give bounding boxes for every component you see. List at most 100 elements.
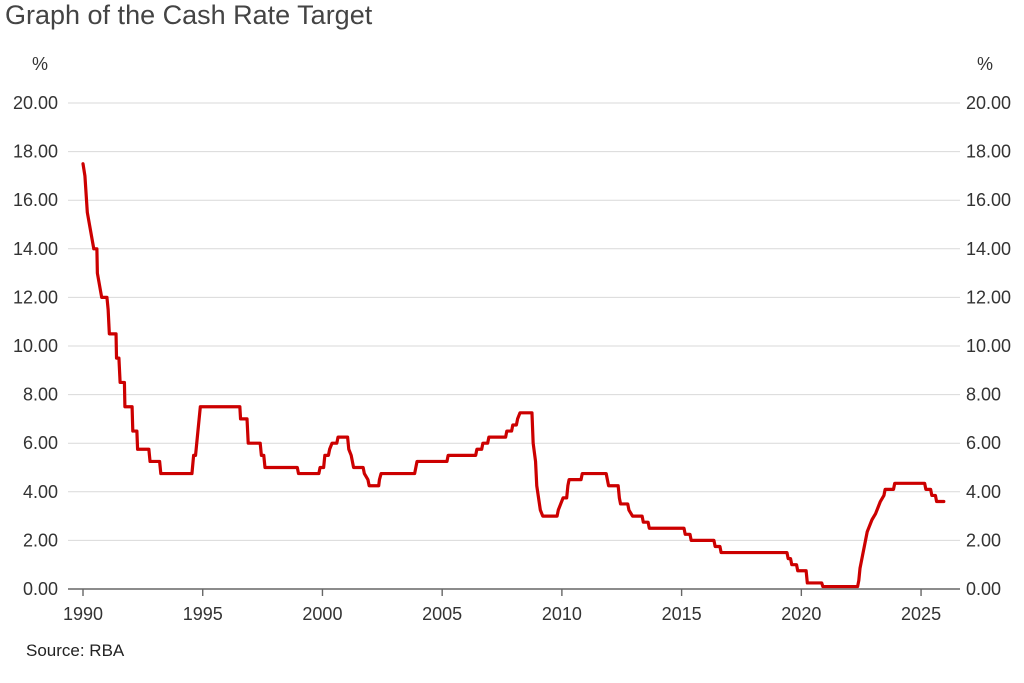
data-point bbox=[682, 527, 686, 530]
x-tick-label: 2015 bbox=[662, 604, 702, 624]
y-tick-label-right: 0.00 bbox=[966, 579, 1001, 599]
data-point bbox=[327, 454, 330, 457]
data-point bbox=[539, 508, 542, 512]
y-tick-label-left: 18.00 bbox=[13, 142, 58, 162]
data-point bbox=[606, 478, 609, 481]
data-point bbox=[923, 482, 926, 485]
data-point bbox=[147, 448, 151, 451]
x-tick-label: 2000 bbox=[302, 604, 342, 624]
data-point bbox=[718, 545, 722, 548]
data-point bbox=[689, 539, 693, 542]
y-tick-label-right: 18.00 bbox=[966, 142, 1011, 162]
data-point bbox=[123, 405, 127, 408]
data-point bbox=[239, 417, 242, 421]
data-point bbox=[713, 545, 717, 548]
data-point bbox=[92, 247, 95, 250]
data-point bbox=[114, 332, 118, 336]
gridlines bbox=[68, 102, 960, 590]
x-tick-label: 2025 bbox=[901, 604, 941, 624]
data-point bbox=[561, 496, 565, 500]
data-point bbox=[789, 557, 792, 560]
data-point bbox=[238, 405, 242, 408]
data-point bbox=[820, 581, 823, 585]
y-tick-label-right: 4.00 bbox=[966, 482, 1001, 502]
data-point bbox=[336, 435, 340, 439]
data-point bbox=[607, 484, 610, 487]
y-tick-label-left: 6.00 bbox=[23, 433, 58, 453]
data-point bbox=[934, 494, 937, 497]
data-point bbox=[297, 472, 300, 475]
data-point bbox=[475, 448, 479, 451]
data-point bbox=[480, 448, 483, 451]
data-point bbox=[626, 502, 629, 506]
data-point bbox=[861, 555, 864, 558]
data-point bbox=[366, 478, 370, 481]
y-tick-label-left: 4.00 bbox=[23, 482, 58, 502]
data-point bbox=[879, 500, 882, 503]
data-point bbox=[378, 478, 381, 481]
y-tick-label-left: 16.00 bbox=[13, 190, 58, 210]
data-point bbox=[806, 581, 809, 585]
data-point bbox=[317, 472, 321, 475]
data-point bbox=[515, 423, 518, 427]
y-axis-left: 0.00 2.00 4.00 6.00 8.00 10.00 12.00 14.00 16.00… bbox=[13, 93, 58, 599]
data-point bbox=[117, 356, 121, 360]
y-tick-label-left: 0.00 bbox=[23, 579, 58, 599]
y-tick-label-right: 10.00 bbox=[966, 336, 1011, 356]
data-point bbox=[640, 514, 644, 518]
x-tick-label: 1995 bbox=[183, 604, 223, 624]
data-point bbox=[795, 563, 798, 566]
data-point bbox=[581, 472, 584, 475]
data-point bbox=[559, 502, 562, 506]
data-point bbox=[646, 520, 650, 524]
data-point bbox=[511, 423, 514, 427]
data-point bbox=[194, 454, 197, 457]
data-point bbox=[579, 478, 583, 481]
data-point bbox=[96, 271, 99, 275]
data-point bbox=[130, 405, 134, 408]
data-point bbox=[108, 332, 111, 336]
data-point bbox=[363, 472, 366, 475]
data-point bbox=[942, 500, 945, 503]
data-point bbox=[857, 579, 860, 582]
data-point bbox=[414, 466, 418, 469]
data-point bbox=[487, 435, 491, 439]
y-unit-right: % bbox=[977, 54, 993, 74]
data-point bbox=[346, 435, 349, 439]
data-point bbox=[531, 442, 535, 445]
data-point bbox=[260, 454, 263, 457]
y-unit-left: % bbox=[32, 54, 48, 74]
data-point bbox=[446, 454, 450, 457]
y-tick-label-right: 12.00 bbox=[966, 287, 1011, 307]
data-point bbox=[712, 539, 716, 542]
data-point bbox=[565, 496, 568, 500]
data-point bbox=[196, 429, 200, 433]
data-point bbox=[136, 448, 139, 451]
data-point bbox=[486, 442, 489, 445]
data-point bbox=[263, 466, 267, 469]
data-point bbox=[106, 308, 110, 311]
data-point bbox=[323, 454, 327, 457]
data-point bbox=[684, 533, 687, 536]
data-point bbox=[627, 508, 631, 512]
data-point bbox=[352, 466, 355, 469]
data-point bbox=[347, 448, 350, 451]
data-point bbox=[322, 466, 325, 469]
data-point bbox=[245, 417, 249, 421]
data-point bbox=[790, 563, 793, 566]
data-point bbox=[893, 482, 896, 485]
data-point bbox=[874, 512, 877, 515]
data-point bbox=[123, 381, 126, 384]
x-tick-label: 2005 bbox=[422, 604, 462, 624]
y-tick-label-right: 2.00 bbox=[966, 530, 1001, 550]
data-point bbox=[631, 514, 634, 518]
y-tick-label-right: 20.00 bbox=[966, 93, 1011, 113]
data-point bbox=[474, 454, 477, 457]
data-point bbox=[648, 527, 651, 530]
data-point bbox=[785, 551, 789, 554]
data-point bbox=[115, 356, 118, 360]
data-point bbox=[883, 488, 887, 491]
data-point bbox=[619, 502, 622, 506]
y-tick-label-left: 8.00 bbox=[23, 385, 58, 405]
